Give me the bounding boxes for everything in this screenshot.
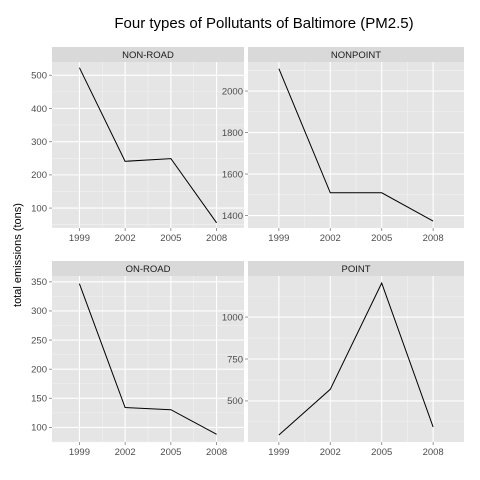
x-tick-label: 2008 [423,447,444,458]
x-tick-label: 2008 [206,233,227,244]
series-line-on-road [78,283,217,435]
x-tick-label: 1999 [268,233,289,244]
chart-title: Four types of Pollutants of Baltimore (P… [114,15,413,32]
facet-strip-label: NON-ROAD [122,50,174,61]
x-tick-label: 2005 [160,447,181,458]
x-tick-label: 2008 [206,447,227,458]
x-tick-label: 2002 [115,447,136,458]
y-tick-label: 150 [31,394,47,405]
facet-non-road: NON-ROAD 100 200 300 400 500 1999 2002 2005 2008 [31,47,244,244]
x-tick-label: 2005 [371,233,392,244]
y-tick-label: 350 [31,277,47,288]
series-line-non-road [78,67,218,224]
y-tick-label: 500 [227,396,243,407]
x-tick-label: 2008 [423,233,444,244]
y-tick-label: 100 [31,203,47,214]
y-tick-label: 750 [227,354,243,365]
x-tick-label: 1999 [69,233,90,244]
y-tick-label: 1800 [222,128,243,139]
facet-strip [248,47,464,62]
y-tick-label: 200 [31,364,47,375]
facet-strip [52,47,244,62]
facet-strip [52,261,244,276]
y-axis-label: total emissions (tons) [12,203,24,307]
facet-nonpoint: NONPOINT 1400 1600 1800 2000 1999 2002 2005 2008 [222,47,464,244]
x-tick-label: 2002 [320,447,341,458]
x-tick-label: 1999 [268,447,289,458]
series-line-point [278,281,434,436]
y-tick-label: 1600 [222,169,243,180]
y-tick-label: 2000 [222,86,243,97]
facet-on-road: ON-ROAD 100 150 200 250 300 350 1999 2002 2005 200… [31,261,244,458]
facet-strip-label: POINT [341,264,370,275]
facet-strip [248,261,464,276]
y-tick-label: 100 [31,423,47,434]
facet-strip-label: NONPOINT [331,50,381,61]
y-tick-label: 500 [31,71,47,82]
y-tick-label: 200 [31,170,47,181]
x-tick-label: 2002 [320,233,341,244]
facet-point: POINT 500 750 1000 1999 2002 2005 2008 [222,261,464,458]
x-tick-label: 2002 [115,233,136,244]
y-tick-label: 1000 [222,312,243,323]
facet-strip-label: ON-ROAD [126,264,171,275]
y-tick-label: 250 [31,335,47,346]
y-tick-label: 1400 [222,211,243,222]
y-tick-label: 400 [31,104,47,115]
x-tick-label: 2005 [160,233,181,244]
x-tick-label: 1999 [69,447,90,458]
x-tick-label: 2005 [371,447,392,458]
series-line-nonpoint [278,68,434,222]
y-tick-label: 300 [31,306,47,317]
y-tick-label: 300 [31,137,47,148]
